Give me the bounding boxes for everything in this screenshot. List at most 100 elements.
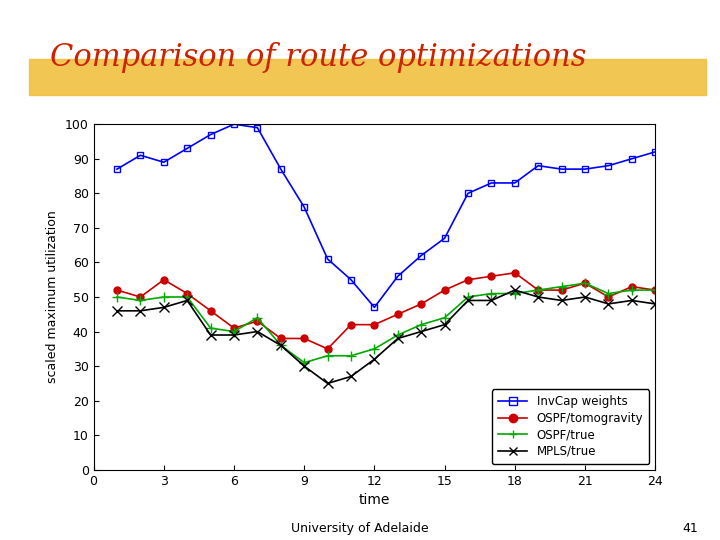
- MPLS/true: [393, 335, 402, 342]
- OSPF/tomogravity: [112, 287, 121, 293]
- InvCap weights: [253, 124, 262, 131]
- OSPF/true: [323, 353, 332, 359]
- OSPF/tomogravity: [417, 301, 426, 307]
- OSPF/tomogravity: [183, 291, 192, 297]
- OSPF/tomogravity: [557, 287, 566, 293]
- OSPF/true: [441, 314, 449, 321]
- InvCap weights: [534, 163, 543, 169]
- OSPF/true: [300, 360, 308, 366]
- OSPF/true: [136, 297, 145, 303]
- OSPF/tomogravity: [300, 335, 308, 342]
- OSPF/true: [417, 321, 426, 328]
- OSPF/true: [393, 332, 402, 338]
- InvCap weights: [370, 304, 379, 310]
- MPLS/true: [417, 328, 426, 335]
- MPLS/true: [534, 294, 543, 300]
- MPLS/true: [276, 342, 285, 349]
- InvCap weights: [487, 180, 495, 186]
- Legend: InvCap weights, OSPF/tomogravity, OSPF/true, MPLS/true: InvCap weights, OSPF/tomogravity, OSPF/t…: [492, 389, 649, 464]
- InvCap weights: [207, 131, 215, 138]
- Text: University of Adelaide: University of Adelaide: [291, 522, 429, 535]
- OSPF/tomogravity: [441, 287, 449, 293]
- MPLS/true: [441, 321, 449, 328]
- OSPF/tomogravity: [136, 294, 145, 300]
- InvCap weights: [323, 256, 332, 262]
- MPLS/true: [112, 308, 121, 314]
- MPLS/true: [557, 297, 566, 303]
- OSPF/tomogravity: [207, 308, 215, 314]
- OSPF/true: [604, 291, 613, 297]
- MPLS/true: [230, 332, 238, 338]
- OSPF/true: [464, 294, 472, 300]
- Line: MPLS/true: MPLS/true: [112, 285, 660, 388]
- InvCap weights: [136, 152, 145, 159]
- InvCap weights: [230, 121, 238, 127]
- OSPF/true: [627, 287, 636, 293]
- OSPF/true: [230, 328, 238, 335]
- InvCap weights: [580, 166, 589, 172]
- Y-axis label: scaled maximum utilization: scaled maximum utilization: [46, 211, 59, 383]
- OSPF/tomogravity: [534, 287, 543, 293]
- OSPF/true: [207, 325, 215, 332]
- MPLS/true: [253, 328, 262, 335]
- Line: OSPF/true: OSPF/true: [112, 278, 660, 368]
- InvCap weights: [112, 166, 121, 172]
- MPLS/true: [207, 332, 215, 338]
- MPLS/true: [300, 363, 308, 369]
- InvCap weights: [627, 156, 636, 162]
- OSPF/true: [580, 280, 589, 286]
- MPLS/true: [160, 304, 168, 310]
- OSPF/true: [253, 314, 262, 321]
- OSPF/tomogravity: [627, 284, 636, 290]
- OSPF/tomogravity: [347, 321, 356, 328]
- OSPF/tomogravity: [651, 287, 660, 293]
- MPLS/true: [370, 356, 379, 362]
- OSPF/true: [487, 291, 495, 297]
- InvCap weights: [183, 145, 192, 152]
- OSPF/true: [112, 294, 121, 300]
- MPLS/true: [487, 297, 495, 303]
- Text: 41: 41: [683, 522, 698, 535]
- OSPF/tomogravity: [253, 318, 262, 325]
- OSPF/tomogravity: [487, 273, 495, 280]
- OSPF/true: [534, 287, 543, 293]
- OSPF/true: [557, 284, 566, 290]
- OSPF/true: [510, 291, 519, 297]
- OSPF/true: [651, 287, 660, 293]
- MPLS/true: [627, 297, 636, 303]
- MPLS/true: [136, 308, 145, 314]
- OSPF/true: [183, 294, 192, 300]
- MPLS/true: [651, 301, 660, 307]
- Line: InvCap weights: InvCap weights: [114, 121, 659, 311]
- InvCap weights: [441, 235, 449, 241]
- InvCap weights: [464, 190, 472, 197]
- MPLS/true: [604, 301, 613, 307]
- OSPF/true: [276, 342, 285, 349]
- InvCap weights: [604, 163, 613, 169]
- OSPF/true: [347, 353, 356, 359]
- OSPF/tomogravity: [370, 321, 379, 328]
- OSPF/tomogravity: [276, 335, 285, 342]
- MPLS/true: [323, 380, 332, 387]
- MPLS/true: [464, 297, 472, 303]
- InvCap weights: [347, 276, 356, 283]
- OSPF/tomogravity: [464, 276, 472, 283]
- InvCap weights: [276, 166, 285, 172]
- InvCap weights: [651, 148, 660, 155]
- InvCap weights: [393, 273, 402, 280]
- InvCap weights: [510, 180, 519, 186]
- OSPF/true: [370, 346, 379, 352]
- OSPF/tomogravity: [510, 269, 519, 276]
- Text: Comparison of route optimizations: Comparison of route optimizations: [50, 42, 587, 73]
- MPLS/true: [510, 287, 519, 293]
- Bar: [29, 59, 706, 95]
- X-axis label: time: time: [359, 493, 390, 507]
- OSPF/tomogravity: [230, 325, 238, 332]
- OSPF/tomogravity: [323, 346, 332, 352]
- InvCap weights: [417, 252, 426, 259]
- MPLS/true: [183, 297, 192, 303]
- OSPF/tomogravity: [393, 311, 402, 318]
- InvCap weights: [160, 159, 168, 165]
- Line: OSPF/tomogravity: OSPF/tomogravity: [114, 269, 659, 352]
- MPLS/true: [580, 294, 589, 300]
